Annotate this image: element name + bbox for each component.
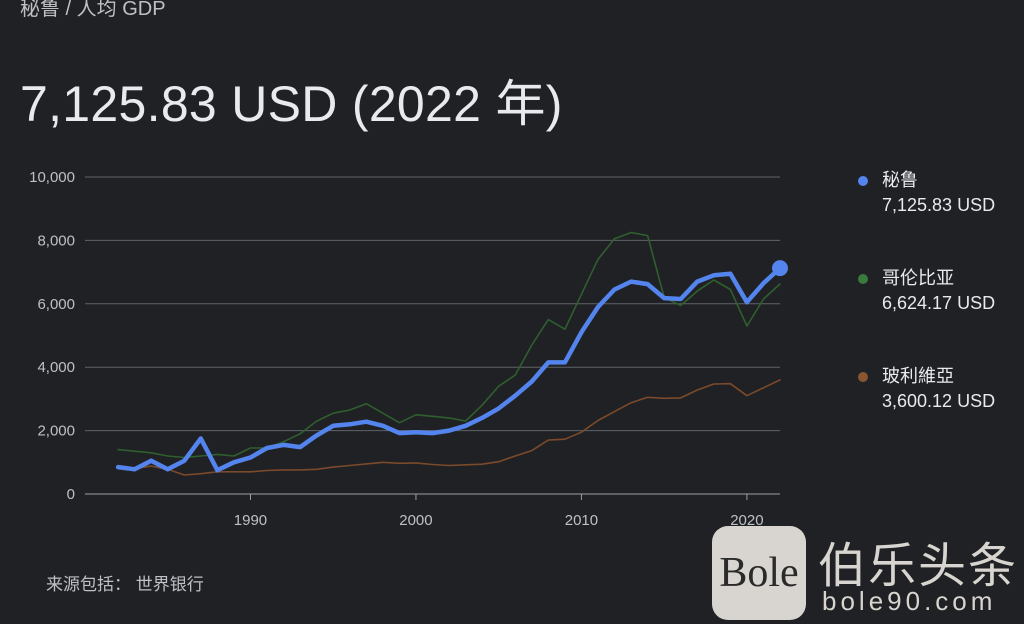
legend-value-peru: 7,125.83 USD xyxy=(882,195,996,215)
y-tick-label: 4,000 xyxy=(37,359,75,376)
series-endpoint-marker xyxy=(772,260,788,277)
watermark-title: 伯乐头条 xyxy=(818,540,1019,593)
legend-name-colombia: 哥伦比亚 xyxy=(882,268,954,288)
y-tick-label: 2,000 xyxy=(37,423,75,440)
legend-value-colombia: 6,624.17 USD xyxy=(882,293,996,313)
series-line-1 xyxy=(117,231,781,459)
breadcrumb: 秘鲁 / 人均 GDP xyxy=(20,0,166,20)
series-line-2 xyxy=(117,379,781,476)
series-layer xyxy=(115,231,783,476)
watermark-logo: Bole xyxy=(712,526,806,620)
y-tick-label: 10,000 xyxy=(29,169,75,186)
x-tick-label: 2020 xyxy=(730,512,763,529)
legend-value-bolivia: 3,600.12 USD xyxy=(882,391,996,411)
watermark: Bole 伯乐头条 bole90.com xyxy=(712,526,1024,624)
endpoint-layer xyxy=(772,260,788,277)
x-tick-label: 2000 xyxy=(399,512,432,529)
legend-dot-peru xyxy=(858,176,868,186)
series-line-0 xyxy=(115,265,783,473)
legend: 秘鲁 7,125.83 USD 哥伦比亚 6,624.17 USD 玻利維亞 3… xyxy=(858,168,1024,462)
grid-layer xyxy=(85,176,780,495)
legend-name-bolivia: 玻利維亞 xyxy=(882,366,954,386)
x-tick-label: 1990 xyxy=(234,512,267,529)
legend-item-peru[interactable]: 秘鲁 7,125.83 USD xyxy=(858,168,1024,266)
legend-item-colombia[interactable]: 哥伦比亚 6,624.17 USD xyxy=(858,266,1024,364)
axis-layer: 0 2,000 4,000 6,000 8,000 10,000 1990 2000 2010 2… xyxy=(29,169,763,529)
watermark-url: bole90.com xyxy=(822,586,997,616)
legend-name-peru: 秘鲁 xyxy=(882,170,918,190)
legend-dot-bolivia xyxy=(858,372,868,382)
y-tick-label: 6,000 xyxy=(37,296,75,313)
y-tick-label: 8,000 xyxy=(37,232,75,249)
x-tick-label: 2010 xyxy=(565,512,598,529)
headline-value: 7,125.83 USD (2022 年) xyxy=(20,76,563,132)
source-note: 来源包括： 世界银行 xyxy=(46,575,204,594)
y-tick-label: 0 xyxy=(67,486,75,503)
legend-item-bolivia[interactable]: 玻利維亞 3,600.12 USD xyxy=(858,364,1024,462)
legend-dot-colombia xyxy=(858,274,868,284)
